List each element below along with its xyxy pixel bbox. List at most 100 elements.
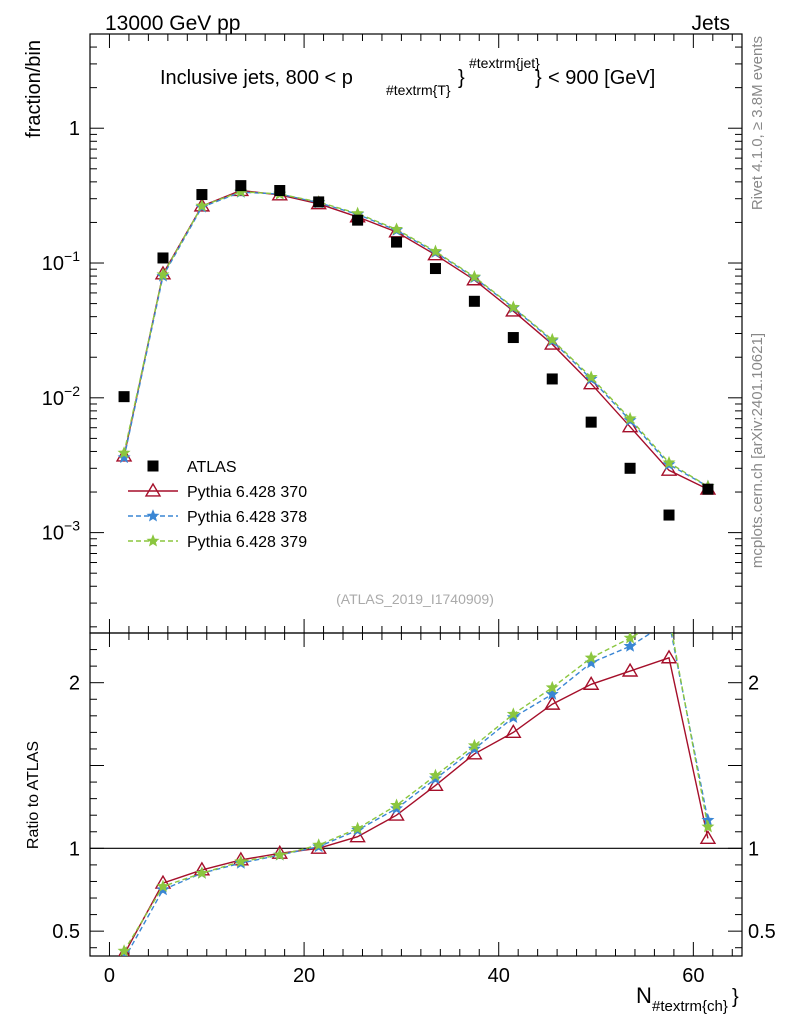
ratio-y-tick-label-right: 1 (748, 838, 759, 860)
data-point-p379 (584, 370, 598, 383)
ratio-point-p370 (271, 844, 288, 859)
source-label: mcplots.cern.ch [arXiv:2401.10621] (749, 333, 766, 568)
series-line-p378 (123, 191, 709, 488)
legend-label-p378: Pythia 6.428 378 (187, 509, 307, 526)
main-y-tick-label: 10−1 (42, 248, 80, 275)
legend-entry-p378: Pythia 6.428 378 (128, 509, 307, 526)
data-point-p370 (621, 418, 639, 433)
x-tick-label: 40 (488, 965, 510, 987)
ratio-panel-frame (89, 632, 743, 957)
series-atlas (118, 180, 714, 521)
ratio-y-tick-label-left: 0.5 (52, 921, 80, 943)
x-axis-title: N #textrm{ch} } (636, 983, 739, 1015)
ratio-point-p378 (623, 639, 637, 652)
ratio-ylabel: Ratio to ATLAS (25, 741, 42, 849)
plot-title: Inclusive jets, 800 < p #textrm{T} } #te… (160, 55, 655, 98)
ratio-series-p378 (122, 615, 715, 956)
data-point-atlas (624, 462, 636, 474)
data-point-atlas (157, 252, 169, 264)
ratio-point-p370 (582, 675, 600, 690)
ratio-axis-ticks: 2 2 1 1 0.5 0.5 0 20 40 60 (52, 632, 776, 987)
legend-marker-p379 (146, 534, 160, 547)
plot-title-tail: < 900 [GeV] (548, 67, 655, 89)
rivet-label: Rivet 4.1.0, ≥ 3.8M events (749, 36, 766, 210)
ratio-series-p379 (117, 633, 715, 956)
main-ylabel: fraction/bin (23, 40, 45, 138)
series-line-p379 (123, 190, 709, 488)
ratio-point-p379 (390, 798, 404, 811)
legend-marker-p378 (146, 509, 160, 522)
ratio-series-p370 (118, 649, 717, 956)
legend-marker-atlas (147, 460, 159, 472)
data-point-p379 (390, 222, 404, 235)
data-point-atlas (274, 185, 286, 197)
x-axis-title-close: } (732, 986, 739, 1008)
data-point-p379 (156, 267, 170, 281)
ratio-point-p379 (312, 838, 326, 851)
ratio-point-p370 (388, 806, 405, 821)
ratio-point-p379 (273, 848, 287, 861)
analysis-watermark: (ATLAS_2019_I1740909) (336, 591, 494, 607)
ratio-point-p370 (621, 662, 639, 677)
main-y-tick-label: 1 (69, 118, 80, 140)
plot-title-sup: #textrm{jet} (469, 55, 540, 71)
ratio-point-p370 (349, 828, 366, 843)
ratio-series-layer (117, 615, 717, 956)
data-point-atlas (196, 189, 208, 201)
ratio-point-p379 (623, 633, 637, 644)
data-point-p378 (117, 450, 131, 464)
ratio-line-p379 (123, 633, 709, 952)
ratio-y-tick-label-right: 2 (748, 673, 759, 695)
data-point-atlas (235, 180, 247, 192)
ratio-line-p378 (125, 633, 709, 956)
ratio-point-p378 (545, 687, 559, 700)
series-line-p370 (123, 189, 709, 490)
ratio-point-p370 (505, 724, 522, 738)
category-label: Jets (691, 12, 730, 35)
legend-marker-p370 (144, 482, 162, 497)
x-axis-title-sub: #textrm{ch} (652, 998, 728, 1015)
x-tick-label: 60 (682, 965, 704, 987)
plot-title-main: Inclusive jets, 800 < p (160, 67, 353, 89)
plot-title-sub: #textrm{T} (386, 82, 451, 98)
main-y-tick-label: 10−3 (42, 518, 80, 545)
legend-label-p370: Pythia 6.428 370 (187, 484, 307, 501)
ratio-point-p370 (699, 830, 717, 844)
data-point-p379 (428, 244, 442, 257)
ratio-point-p379 (234, 854, 248, 868)
data-point-atlas (507, 332, 519, 344)
x-tick-label: 20 (293, 965, 315, 987)
ratio-series-group (117, 615, 717, 956)
ratio-point-p370 (427, 777, 444, 791)
ratio-point-p378 (663, 615, 674, 626)
ratio-point-p370 (118, 945, 130, 956)
data-point-atlas (352, 214, 364, 226)
ratio-point-p370 (660, 649, 678, 664)
data-point-atlas (585, 416, 597, 428)
data-point-p370 (466, 271, 483, 286)
legend-entry-p370: Pythia 6.428 370 (128, 482, 307, 501)
series-p370 (115, 182, 717, 495)
ratio-point-p379 (584, 651, 598, 664)
ratio-point-p379 (195, 866, 209, 879)
ratio-point-p370 (544, 695, 561, 710)
data-point-atlas (118, 391, 130, 403)
data-point-atlas (702, 483, 714, 495)
ratio-point-p378 (122, 952, 126, 956)
data-point-atlas (663, 509, 675, 521)
data-point-p379 (623, 411, 637, 425)
data-point-atlas (391, 236, 403, 248)
plot-title-close2: } (535, 67, 542, 89)
data-point-p370 (115, 447, 133, 462)
plot-title-close: } (458, 67, 465, 89)
ratio-point-p370 (310, 839, 327, 854)
data-point-atlas (429, 263, 441, 275)
data-point-p379 (662, 455, 676, 469)
data-point-p379 (117, 446, 131, 459)
ratio-point-p379 (117, 944, 131, 956)
ratio-point-p379 (351, 821, 365, 834)
legend: ATLAS Pythia 6.428 370 Pythia 6.428 378 Pyt… (128, 459, 307, 551)
series-p378 (117, 185, 715, 492)
main-y-tick-label: 10−2 (42, 383, 80, 410)
